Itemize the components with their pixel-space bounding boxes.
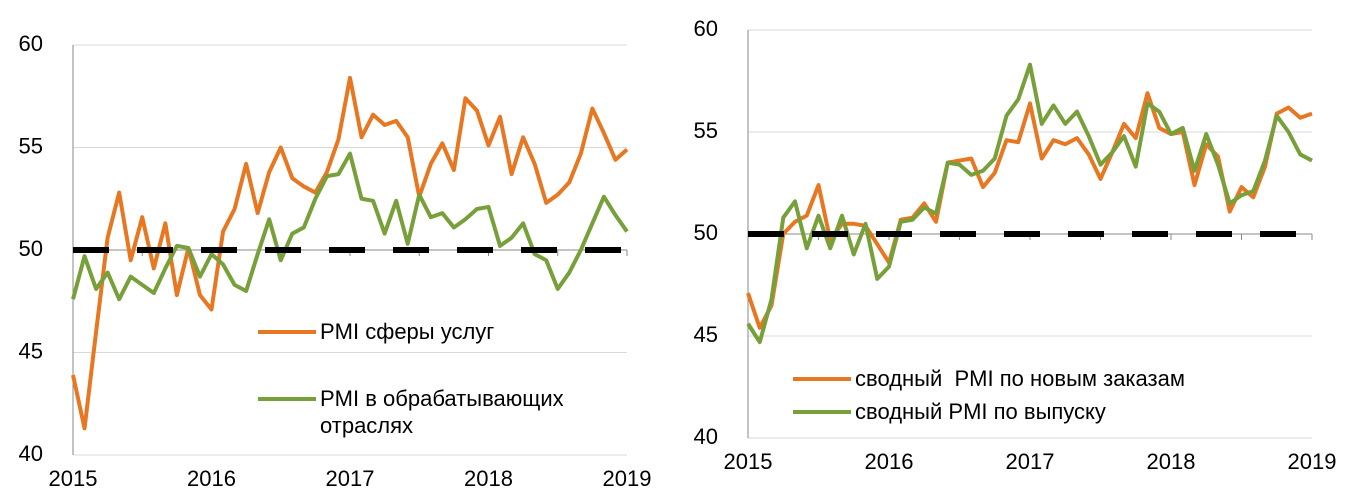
- legend-item: сводный PMI по новым заказам: [793, 365, 1213, 392]
- x-tick-label: 2015: [49, 466, 98, 491]
- line-series: [746, 62, 1313, 345]
- x-tick-label: 2017: [1006, 449, 1055, 474]
- legend-label: сводный PMI по новым заказам: [855, 366, 1185, 391]
- y-tick-label: 40: [19, 441, 43, 466]
- y-tick-label: 55: [19, 133, 43, 158]
- legend-item: сводный PMI по выпуску: [793, 398, 1213, 425]
- legend-swatch: [258, 397, 316, 401]
- y-tick-label: 40: [694, 424, 718, 449]
- y-tick-label: 45: [19, 338, 43, 363]
- legend-item: PMI в обрабатывающих отраслях: [258, 385, 588, 439]
- x-tick-label: 2016: [865, 449, 914, 474]
- x-tick-label: 2018: [464, 466, 513, 491]
- y-tick-label: 45: [694, 322, 718, 347]
- legend-label: PMI сферы услуг: [320, 319, 495, 344]
- legend-swatch: [793, 377, 851, 381]
- x-tick-label: 2017: [326, 466, 375, 491]
- line-series: [71, 151, 629, 302]
- line-series: [746, 91, 1313, 330]
- x-tick-label: 2019: [1288, 449, 1337, 474]
- x-tick-label: 2016: [187, 466, 236, 491]
- x-tick-label: 2015: [724, 449, 773, 474]
- legend-item: PMI сферы услуг: [258, 318, 588, 345]
- y-tick-label: 60: [19, 31, 43, 56]
- x-tick-label: 2019: [603, 466, 652, 491]
- y-tick-label: 50: [694, 220, 718, 245]
- line-series: [71, 75, 629, 431]
- legend-swatch: [258, 330, 316, 334]
- legend-label: сводный PMI по выпуску: [855, 399, 1106, 424]
- legend-swatch: [793, 410, 851, 414]
- legend-label: PMI в обрабатывающих отраслях: [320, 386, 570, 438]
- y-tick-label: 50: [19, 236, 43, 261]
- y-tick-label: 60: [694, 16, 718, 41]
- y-tick-label: 55: [694, 118, 718, 143]
- x-tick-label: 2018: [1147, 449, 1196, 474]
